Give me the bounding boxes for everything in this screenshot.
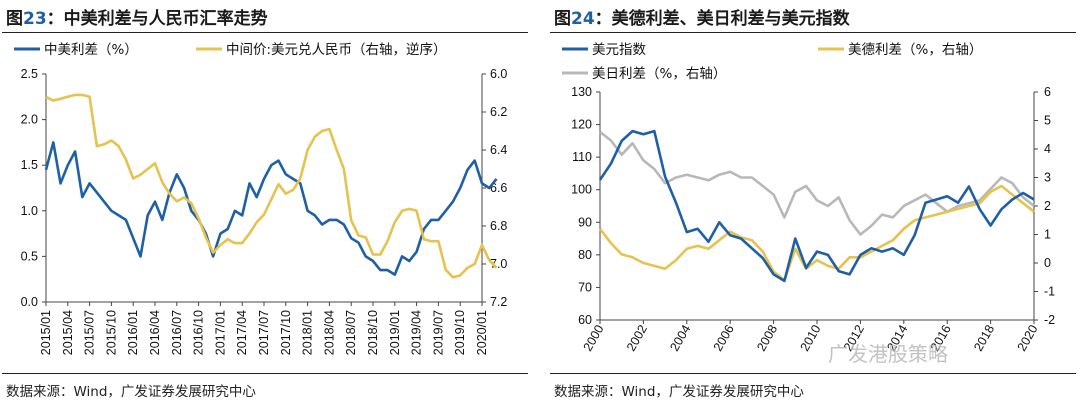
chart-title-left: 图23：中美利差与人民币汇率走势 (6, 4, 268, 29)
y-tick-label-right: 7.2 (490, 295, 507, 309)
x-tick-label: 2017/01 (213, 310, 227, 355)
legend-label: 美德利差（%，右轴） (848, 42, 982, 58)
x-tick-label: 2020 (1015, 322, 1041, 353)
x-tick-label: 2017/10 (279, 310, 293, 355)
x-tick-label: 2018/10 (366, 310, 380, 355)
y-tick-label-left: 2.0 (21, 113, 38, 127)
y-tick-label-right: 7.0 (490, 257, 507, 271)
y-tick-label-left: 120 (571, 118, 592, 132)
series-line-spread (44, 141, 498, 276)
x-tick-label: 2019/07 (431, 310, 445, 355)
y-tick-label-right: 4 (1044, 142, 1051, 156)
y-tick-label-left: 110 (572, 150, 592, 164)
y-tick-label-left: 60 (578, 313, 592, 327)
title-number: 23 (23, 9, 47, 29)
y-tick-label-right: 3 (1044, 171, 1051, 185)
title-prefix: 图 (6, 9, 23, 29)
x-tick-label: 2016/07 (170, 310, 184, 355)
y-tick-label-right: 6.8 (490, 219, 507, 233)
x-tick-label: 2010 (798, 322, 824, 353)
x-tick-label: 2016/01 (126, 310, 140, 355)
x-tick-label: 2016/04 (148, 310, 162, 355)
x-tick-label: 2018 (971, 322, 997, 353)
source-note-left: 数据来源：Wind，广发证券发展研究中心 (6, 384, 256, 400)
x-tick-label: 2015/01 (39, 310, 53, 355)
y-tick-label-right: 6.6 (490, 181, 507, 195)
chart-svg-left: 中美利差（%） 中间价:美元兑人民币（右轴，逆序） 0.0 0.5 1.0 1.5 2.0 2… (14, 42, 507, 355)
y-tick-label-left: 100 (571, 183, 592, 197)
y-tick-label-left: 70 (578, 280, 592, 294)
y-tick-label-right: 0 (1044, 256, 1051, 270)
y-tick-label-left: 1.5 (21, 158, 38, 172)
title-number: 24 (571, 9, 595, 29)
series-line-us-jp (599, 130, 1035, 236)
source-note-right: 数据来源：Wind，广发证券发展研究中心 (554, 384, 804, 400)
legend-label: 中间价:美元兑人民币（右轴，逆序） (226, 42, 447, 58)
chart-panel-left: 图23：中美利差与人民币汇率走势 中美利差（%） 中间价:美元兑人民币（右轴，逆序… (0, 0, 530, 407)
title-rule (550, 32, 1076, 33)
x-tick-label: 2015/10 (104, 310, 118, 355)
x-tick-label: 2018/07 (344, 310, 358, 355)
x-tick-label: 2016/10 (192, 310, 206, 355)
x-tick-label: 2015/07 (83, 310, 97, 355)
y-tick-label-left: 0.0 (21, 295, 38, 309)
y-tick-label-right: 6.2 (490, 105, 507, 119)
x-tick-label: 2006 (711, 322, 737, 353)
y-tick-label-right: 6.0 (490, 67, 507, 81)
source-rule (2, 373, 528, 374)
title-rule (2, 32, 528, 33)
title-text: ：中美利差与人民币汇率走势 (46, 9, 268, 29)
y-tick-label-left: 80 (578, 248, 592, 262)
x-tick-label: 2019/04 (410, 310, 424, 355)
chart-svg-right: 美元指数 美德利差（%，右轴）美日利差（%，右轴）6070809010011012… (562, 42, 1055, 354)
y-tick-label-right: 6.4 (490, 143, 507, 157)
x-tick-label: 2017/04 (235, 310, 249, 355)
legend-label: 美日利差（%，右轴） (592, 66, 726, 82)
x-tick-label: 2018/04 (322, 310, 336, 355)
y-tick-label-left: 90 (578, 215, 592, 229)
x-tick-label: 2004 (667, 322, 693, 353)
x-tick-label: 2002 (624, 322, 650, 353)
watermark: 广发港股策略 (828, 342, 948, 366)
x-tick-label: 2019/10 (453, 310, 467, 355)
chart-title-right: 图24：美德利差、美日利差与美元指数 (554, 4, 850, 29)
y-tick-label-right: 5 (1044, 114, 1051, 128)
x-tick-label: 2015/04 (61, 310, 75, 355)
series-line-dxy (598, 129, 1035, 283)
x-tick-label: 2000 (581, 322, 607, 353)
y-tick-label-right: 2 (1044, 199, 1051, 213)
legend-label: 中美利差（%） (44, 42, 138, 58)
series-line-us-de (598, 184, 1035, 282)
chart-panel-right: 图24：美德利差、美日利差与美元指数 美元指数 美德利差（%，右轴） 美日利差（%，… (548, 0, 1078, 407)
series-line-cny (45, 93, 498, 279)
y-tick-label-left: 0.5 (21, 249, 38, 263)
y-tick-label-right: -2 (1044, 313, 1055, 327)
legend-label: 美元指数 (592, 42, 646, 58)
x-tick-label: 2017/07 (257, 310, 271, 355)
y-tick-label-left: 130 (571, 85, 592, 99)
title-prefix: 图 (554, 9, 571, 29)
x-tick-label: 2008 (754, 322, 780, 353)
y-tick-label-left: 2.5 (21, 67, 38, 81)
y-tick-label-left: 1.0 (21, 204, 38, 218)
y-tick-label-right: -1 (1044, 285, 1055, 299)
x-tick-label: 2019/01 (388, 310, 402, 355)
y-tick-label-right: 6 (1044, 85, 1051, 99)
title-text: ：美德利差、美日利差与美元指数 (594, 9, 850, 29)
y-tick-label-right: 1 (1044, 228, 1051, 242)
x-tick-label: 2020/01 (475, 310, 489, 355)
x-tick-label: 2018/01 (301, 310, 315, 355)
source-rule (550, 373, 1076, 374)
